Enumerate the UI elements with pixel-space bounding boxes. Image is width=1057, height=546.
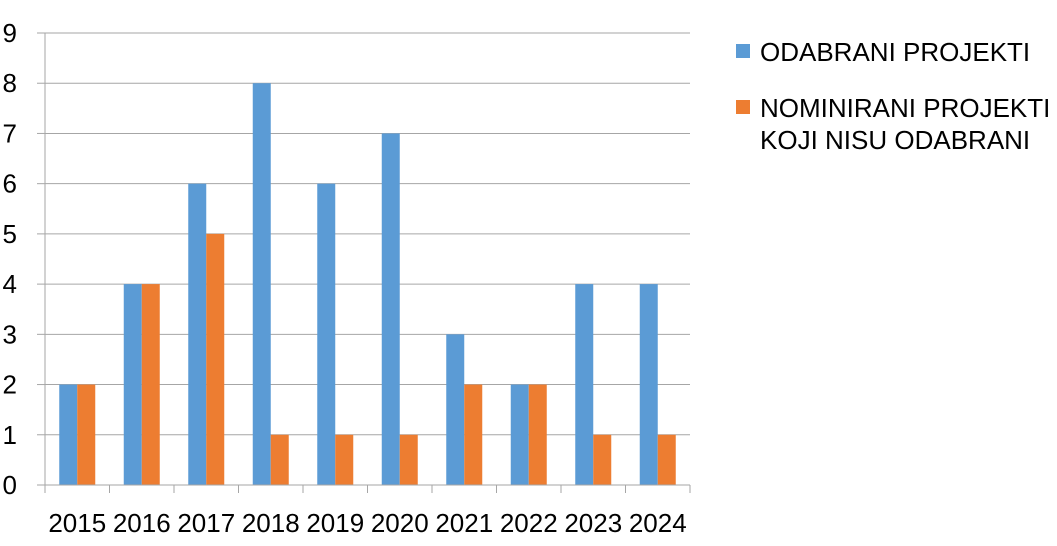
- bar-odabrani: [59, 384, 78, 485]
- y-tick-label: 1: [3, 420, 17, 450]
- x-tick-label: 2017: [177, 508, 235, 538]
- y-tick-label: 3: [3, 319, 17, 349]
- bar-nominirani: [399, 434, 418, 485]
- bar-nominirani: [77, 384, 96, 485]
- x-tick-label: 2022: [500, 508, 558, 538]
- x-tick-label: 2023: [564, 508, 622, 538]
- x-tick-label: 2020: [371, 508, 429, 538]
- y-tick-label: 8: [3, 68, 17, 98]
- bar-odabrani: [575, 284, 594, 485]
- bars: [59, 83, 676, 485]
- bar-nominirani: [206, 233, 225, 485]
- y-tick-label: 0: [3, 470, 17, 500]
- bar-odabrani: [381, 133, 400, 485]
- bar-odabrani: [123, 284, 142, 485]
- y-tick-label: 4: [3, 269, 17, 299]
- y-tick-label: 5: [3, 219, 17, 249]
- bar-nominirani: [528, 384, 547, 485]
- bar-odabrani: [317, 183, 336, 485]
- x-tick-label: 2024: [629, 508, 687, 538]
- y-tick-label: 2: [3, 370, 17, 400]
- y-tick-label: 6: [3, 169, 17, 199]
- bar-odabrani: [510, 384, 529, 485]
- legend-label-odabrani: ODABRANI PROJEKTI: [760, 37, 1031, 67]
- legend: ODABRANI PROJEKTI NOMINIRANI PROJEKTI KO…: [736, 36, 1056, 180]
- x-tick-label: 2015: [48, 508, 106, 538]
- y-tick-labels: 0 1 2 3 4 5 6 7 8 9: [3, 18, 17, 500]
- y-tick-label: 9: [3, 18, 17, 48]
- bar-odabrani: [252, 83, 271, 485]
- x-tick-labels: 2015 2016 2017 2018 2019 2020 2021 2022 2023 2024: [48, 508, 686, 538]
- bar-odabrani: [188, 183, 207, 485]
- legend-item-odabrani: ODABRANI PROJEKTI: [736, 36, 1056, 68]
- legend-swatch-nominirani: [736, 100, 750, 114]
- y-tick-label: 7: [3, 118, 17, 148]
- bar-nominirani: [464, 384, 483, 485]
- legend-swatch-odabrani: [736, 44, 750, 58]
- x-tick-label: 2016: [113, 508, 171, 538]
- axes: [37, 32, 691, 493]
- bar-odabrani: [639, 284, 658, 485]
- bar-nominirani: [657, 434, 676, 485]
- bar-nominirani: [335, 434, 354, 485]
- bar-nominirani: [593, 434, 612, 485]
- bar-nominirani: [141, 284, 160, 485]
- bar-nominirani: [270, 434, 289, 485]
- bar-odabrani: [446, 334, 465, 485]
- x-tick-label: 2019: [306, 508, 364, 538]
- legend-label-nominirani: NOMINIRANI PROJEKTI KOJI NISU ODABRANI: [760, 93, 1051, 155]
- x-tick-label: 2018: [242, 508, 300, 538]
- legend-item-nominirani: NOMINIRANI PROJEKTI KOJI NISU ODABRANI: [736, 92, 1056, 156]
- x-tick-label: 2021: [435, 508, 493, 538]
